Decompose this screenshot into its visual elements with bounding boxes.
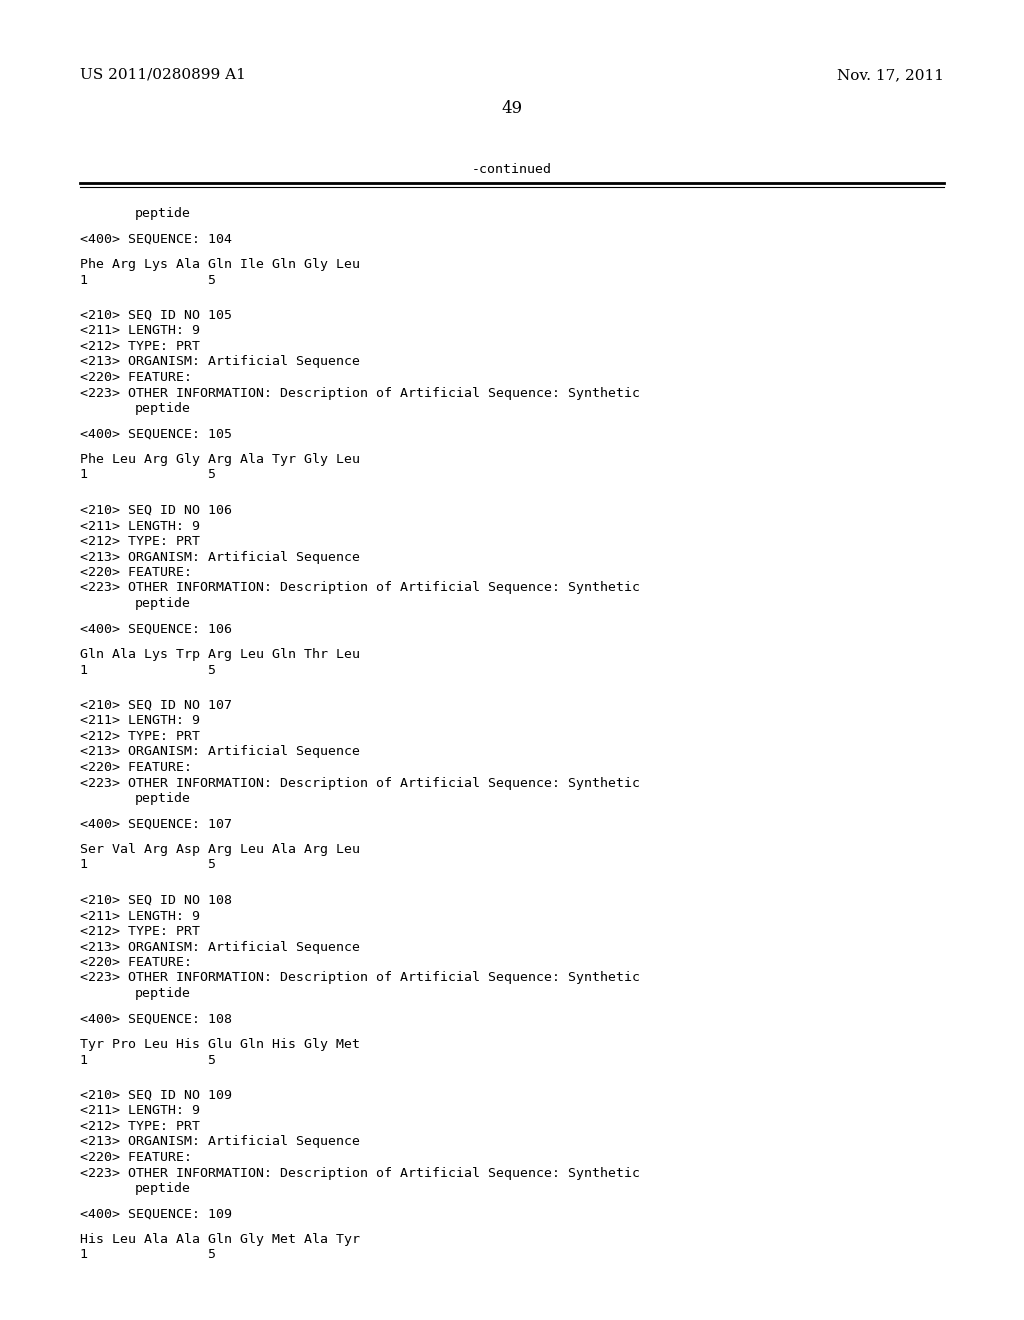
- Text: <213> ORGANISM: Artificial Sequence: <213> ORGANISM: Artificial Sequence: [80, 746, 360, 759]
- Text: <213> ORGANISM: Artificial Sequence: <213> ORGANISM: Artificial Sequence: [80, 1135, 360, 1148]
- Text: <211> LENGTH: 9: <211> LENGTH: 9: [80, 714, 200, 727]
- Text: Tyr Pro Leu His Glu Gln His Gly Met: Tyr Pro Leu His Glu Gln His Gly Met: [80, 1038, 360, 1051]
- Text: peptide: peptide: [135, 792, 191, 805]
- Text: <223> OTHER INFORMATION: Description of Artificial Sequence: Synthetic: <223> OTHER INFORMATION: Description of …: [80, 387, 640, 400]
- Text: <212> TYPE: PRT: <212> TYPE: PRT: [80, 535, 200, 548]
- Text: <223> OTHER INFORMATION: Description of Artificial Sequence: Synthetic: <223> OTHER INFORMATION: Description of …: [80, 776, 640, 789]
- Text: Nov. 17, 2011: Nov. 17, 2011: [837, 69, 944, 82]
- Text: <210> SEQ ID NO 108: <210> SEQ ID NO 108: [80, 894, 232, 907]
- Text: <220> FEATURE:: <220> FEATURE:: [80, 1151, 193, 1164]
- Text: <223> OTHER INFORMATION: Description of Artificial Sequence: Synthetic: <223> OTHER INFORMATION: Description of …: [80, 582, 640, 594]
- Text: <210> SEQ ID NO 106: <210> SEQ ID NO 106: [80, 504, 232, 517]
- Text: <223> OTHER INFORMATION: Description of Artificial Sequence: Synthetic: <223> OTHER INFORMATION: Description of …: [80, 1167, 640, 1180]
- Text: peptide: peptide: [135, 1181, 191, 1195]
- Text: <400> SEQUENCE: 108: <400> SEQUENCE: 108: [80, 1012, 232, 1026]
- Text: <210> SEQ ID NO 109: <210> SEQ ID NO 109: [80, 1089, 232, 1102]
- Text: peptide: peptide: [135, 597, 191, 610]
- Text: 49: 49: [502, 100, 522, 117]
- Text: Phe Leu Arg Gly Arg Ala Tyr Gly Leu: Phe Leu Arg Gly Arg Ala Tyr Gly Leu: [80, 453, 360, 466]
- Text: <212> TYPE: PRT: <212> TYPE: PRT: [80, 341, 200, 352]
- Text: <400> SEQUENCE: 109: <400> SEQUENCE: 109: [80, 1208, 232, 1221]
- Text: <210> SEQ ID NO 107: <210> SEQ ID NO 107: [80, 700, 232, 711]
- Text: <211> LENGTH: 9: <211> LENGTH: 9: [80, 520, 200, 532]
- Text: 1               5: 1 5: [80, 1249, 216, 1262]
- Text: Phe Arg Lys Ala Gln Ile Gln Gly Leu: Phe Arg Lys Ala Gln Ile Gln Gly Leu: [80, 257, 360, 271]
- Text: <223> OTHER INFORMATION: Description of Artificial Sequence: Synthetic: <223> OTHER INFORMATION: Description of …: [80, 972, 640, 985]
- Text: <213> ORGANISM: Artificial Sequence: <213> ORGANISM: Artificial Sequence: [80, 355, 360, 368]
- Text: US 2011/0280899 A1: US 2011/0280899 A1: [80, 69, 246, 82]
- Text: 1               5: 1 5: [80, 273, 216, 286]
- Text: <220> FEATURE:: <220> FEATURE:: [80, 956, 193, 969]
- Text: <212> TYPE: PRT: <212> TYPE: PRT: [80, 730, 200, 743]
- Text: <211> LENGTH: 9: <211> LENGTH: 9: [80, 325, 200, 338]
- Text: <400> SEQUENCE: 105: <400> SEQUENCE: 105: [80, 428, 232, 441]
- Text: <220> FEATURE:: <220> FEATURE:: [80, 371, 193, 384]
- Text: Gln Ala Lys Trp Arg Leu Gln Thr Leu: Gln Ala Lys Trp Arg Leu Gln Thr Leu: [80, 648, 360, 661]
- Text: <213> ORGANISM: Artificial Sequence: <213> ORGANISM: Artificial Sequence: [80, 940, 360, 953]
- Text: 1               5: 1 5: [80, 1053, 216, 1067]
- Text: <400> SEQUENCE: 104: <400> SEQUENCE: 104: [80, 232, 232, 246]
- Text: <210> SEQ ID NO 105: <210> SEQ ID NO 105: [80, 309, 232, 322]
- Text: 1               5: 1 5: [80, 858, 216, 871]
- Text: His Leu Ala Ala Gln Gly Met Ala Tyr: His Leu Ala Ala Gln Gly Met Ala Tyr: [80, 1233, 360, 1246]
- Text: <212> TYPE: PRT: <212> TYPE: PRT: [80, 925, 200, 939]
- Text: <220> FEATURE:: <220> FEATURE:: [80, 762, 193, 774]
- Text: <220> FEATURE:: <220> FEATURE:: [80, 566, 193, 579]
- Text: peptide: peptide: [135, 987, 191, 1001]
- Text: 1               5: 1 5: [80, 664, 216, 676]
- Text: <400> SEQUENCE: 106: <400> SEQUENCE: 106: [80, 623, 232, 635]
- Text: <211> LENGTH: 9: <211> LENGTH: 9: [80, 1105, 200, 1118]
- Text: <211> LENGTH: 9: <211> LENGTH: 9: [80, 909, 200, 923]
- Text: <213> ORGANISM: Artificial Sequence: <213> ORGANISM: Artificial Sequence: [80, 550, 360, 564]
- Text: Ser Val Arg Asp Arg Leu Ala Arg Leu: Ser Val Arg Asp Arg Leu Ala Arg Leu: [80, 843, 360, 855]
- Text: 1               5: 1 5: [80, 469, 216, 482]
- Text: peptide: peptide: [135, 403, 191, 414]
- Text: <400> SEQUENCE: 107: <400> SEQUENCE: 107: [80, 817, 232, 830]
- Text: <212> TYPE: PRT: <212> TYPE: PRT: [80, 1119, 200, 1133]
- Text: peptide: peptide: [135, 207, 191, 220]
- Text: -continued: -continued: [472, 162, 552, 176]
